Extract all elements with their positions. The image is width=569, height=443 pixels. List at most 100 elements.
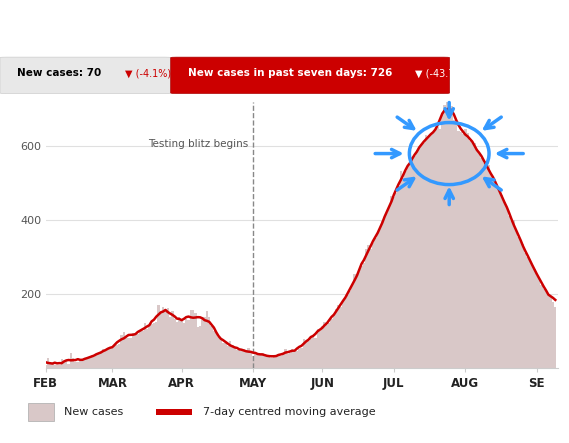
Bar <box>132 333 134 368</box>
FancyBboxPatch shape <box>0 57 171 93</box>
Bar <box>545 290 547 368</box>
Bar <box>169 317 171 368</box>
Bar <box>480 159 483 368</box>
Bar <box>266 356 268 368</box>
Bar <box>245 351 248 368</box>
Bar <box>321 326 324 368</box>
Bar <box>65 361 68 368</box>
Bar <box>508 216 510 368</box>
Bar <box>552 302 554 368</box>
Bar <box>356 277 358 368</box>
Bar <box>162 307 164 368</box>
Bar <box>453 120 455 368</box>
Bar <box>88 358 90 368</box>
Bar <box>310 336 312 368</box>
Bar <box>432 133 434 368</box>
Bar <box>75 362 77 368</box>
Bar <box>174 319 176 368</box>
Bar <box>130 338 132 368</box>
Bar <box>250 354 252 368</box>
Bar <box>97 354 100 368</box>
Bar <box>423 143 425 368</box>
Bar <box>319 331 321 368</box>
Bar <box>93 357 95 368</box>
Bar <box>156 409 192 415</box>
Bar <box>211 326 213 368</box>
Bar <box>86 358 88 368</box>
Bar <box>275 358 277 368</box>
Bar <box>84 358 86 368</box>
Bar <box>241 351 243 368</box>
Bar <box>153 323 155 368</box>
Bar <box>395 193 397 368</box>
Bar <box>473 143 476 368</box>
Bar <box>455 122 457 368</box>
Bar <box>194 313 197 368</box>
Bar <box>416 150 418 368</box>
Bar <box>446 95 448 368</box>
Bar <box>192 310 194 368</box>
Bar <box>102 349 104 368</box>
Bar <box>337 305 340 368</box>
Bar <box>406 165 409 368</box>
Bar <box>524 253 526 368</box>
Bar <box>252 356 254 368</box>
Bar <box>358 272 360 368</box>
Bar <box>134 334 137 368</box>
Bar <box>248 348 250 368</box>
Bar <box>314 338 316 368</box>
Bar <box>261 353 263 368</box>
Bar <box>139 331 141 368</box>
Bar <box>368 245 370 368</box>
Bar <box>497 187 499 368</box>
Bar <box>106 349 109 368</box>
Bar <box>298 349 300 368</box>
Bar <box>370 249 372 368</box>
Bar <box>365 249 368 368</box>
Bar <box>519 242 522 368</box>
Bar <box>268 356 270 368</box>
Bar <box>347 295 349 368</box>
Bar <box>178 317 180 368</box>
Bar <box>49 362 51 368</box>
Bar <box>185 319 187 368</box>
Bar <box>316 330 319 368</box>
Bar <box>324 322 326 368</box>
Bar <box>499 189 501 368</box>
Bar <box>167 308 169 368</box>
Bar <box>222 343 224 368</box>
Bar <box>351 286 353 368</box>
Bar <box>206 311 208 368</box>
Bar <box>233 348 236 368</box>
Bar <box>303 339 305 368</box>
Bar <box>494 185 497 368</box>
Bar <box>374 238 377 368</box>
Bar <box>213 331 215 368</box>
Bar <box>279 356 282 368</box>
Bar <box>300 348 303 368</box>
Bar <box>127 338 130 368</box>
Bar <box>305 341 307 368</box>
Bar <box>504 202 506 368</box>
Bar <box>77 361 79 368</box>
Bar <box>399 171 402 368</box>
Bar <box>121 334 123 368</box>
Bar <box>164 310 167 368</box>
Bar <box>335 309 337 368</box>
Bar <box>51 364 53 368</box>
Bar <box>379 229 381 368</box>
Text: NEW CASES PER DAY IN VIC: NEW CASES PER DAY IN VIC <box>11 20 204 33</box>
Bar <box>150 324 153 368</box>
Bar <box>476 149 478 368</box>
Bar <box>291 349 294 368</box>
Bar <box>529 260 531 368</box>
Bar <box>238 350 241 368</box>
Bar <box>353 275 356 368</box>
Bar <box>471 142 473 368</box>
Bar <box>436 127 439 368</box>
Bar <box>160 311 162 368</box>
Bar <box>141 331 143 368</box>
Bar <box>485 161 487 368</box>
Bar <box>487 165 489 368</box>
Bar <box>464 129 467 368</box>
